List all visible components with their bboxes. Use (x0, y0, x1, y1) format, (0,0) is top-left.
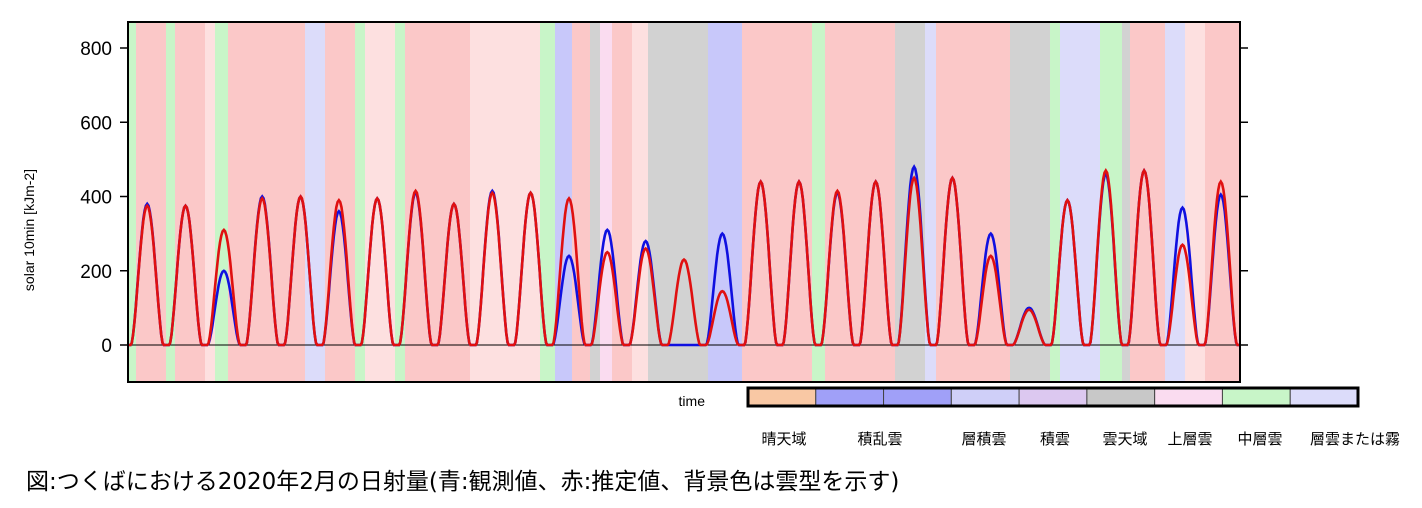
legend-label: 積雲 (1040, 430, 1070, 448)
cloud-band (215, 22, 228, 382)
cloud-band (128, 22, 136, 382)
legend-label: 上層雲 (1167, 430, 1212, 448)
cloud-band (925, 22, 936, 382)
legend-swatch (950, 387, 1020, 407)
y-tick-label: 0 (101, 336, 112, 357)
legend-swatch (1221, 387, 1291, 407)
legend-label: 層積雲 (961, 430, 1006, 448)
y-tick-label: 600 (80, 113, 112, 134)
legend-frame (746, 386, 1360, 408)
legend-swatch (1086, 387, 1156, 407)
y-tick-label: 200 (80, 262, 112, 283)
cloud-band (1010, 22, 1050, 382)
cloud-band (612, 22, 632, 382)
cloud-band (405, 22, 470, 382)
legend-swatch (815, 387, 885, 407)
cloud-band (590, 22, 600, 382)
y-axis: 0 200 400 600 800 (80, 39, 1248, 357)
cloud-band (1050, 22, 1060, 382)
cloud-band (708, 22, 742, 382)
cloud-band (1130, 22, 1165, 382)
legend-label: 中層雲 (1237, 430, 1282, 448)
cloud-band (742, 22, 812, 382)
legend-label: 積乱雲 (857, 430, 902, 448)
cloud-type-legend: 晴天域 積乱雲 層積雲 積雲 雲天域 上層雲 中層雲 層雲または霧 (746, 386, 1400, 448)
cloud-band (395, 22, 405, 382)
solar-radiation-chart: 0 200 400 600 800 solar 10min [kJm-2] time 晴… (21, 21, 1400, 448)
legend-label: 雲天域 (1102, 430, 1147, 448)
legend-label: 晴天域 (761, 430, 806, 448)
cloud-band (166, 22, 175, 382)
y-axis-label: solar 10min [kJm-2] (21, 169, 37, 291)
y-tick-label: 400 (80, 188, 112, 209)
figure-caption: 図:つくばにおける2020年2月の日射量(青:観測値、赤:推定値、背景色は雲型を… (26, 469, 900, 495)
cloud-band (1122, 22, 1130, 382)
legend-swatch (1018, 387, 1088, 407)
legend-swatch (1289, 387, 1359, 407)
legend-label: 層雲または霧 (1310, 430, 1400, 448)
cloud-band (600, 22, 612, 382)
y-tick-label: 800 (80, 39, 112, 60)
cloud-band (175, 22, 205, 382)
legend-swatch (1154, 387, 1223, 407)
cloud-band (812, 22, 825, 382)
cloud-band (1165, 22, 1185, 382)
cloud-band (540, 22, 555, 382)
cloud-band (355, 22, 365, 382)
legend-title: time (679, 393, 706, 409)
legend-swatch (883, 387, 952, 407)
cloud-band (228, 22, 250, 382)
data-series (128, 164, 1240, 347)
cloud-band (250, 22, 305, 382)
cloud-type-background (128, 22, 1240, 382)
cloud-band (205, 22, 215, 382)
plot-frame (127, 21, 1241, 383)
estimated-series-line (128, 167, 1240, 347)
legend-swatch (747, 387, 817, 407)
